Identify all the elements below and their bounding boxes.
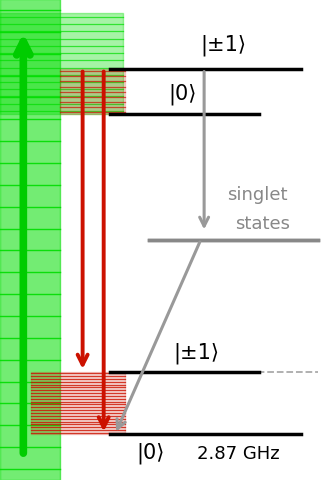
Text: |0⟩: |0⟩ xyxy=(169,83,197,104)
Text: singlet: singlet xyxy=(227,185,288,204)
Text: |±1⟩: |±1⟩ xyxy=(201,35,247,56)
Text: |0⟩: |0⟩ xyxy=(136,442,165,463)
Text: states: states xyxy=(235,214,290,232)
Text: |±1⟩: |±1⟩ xyxy=(173,342,219,363)
Text: 2.87 GHz: 2.87 GHz xyxy=(197,444,280,462)
